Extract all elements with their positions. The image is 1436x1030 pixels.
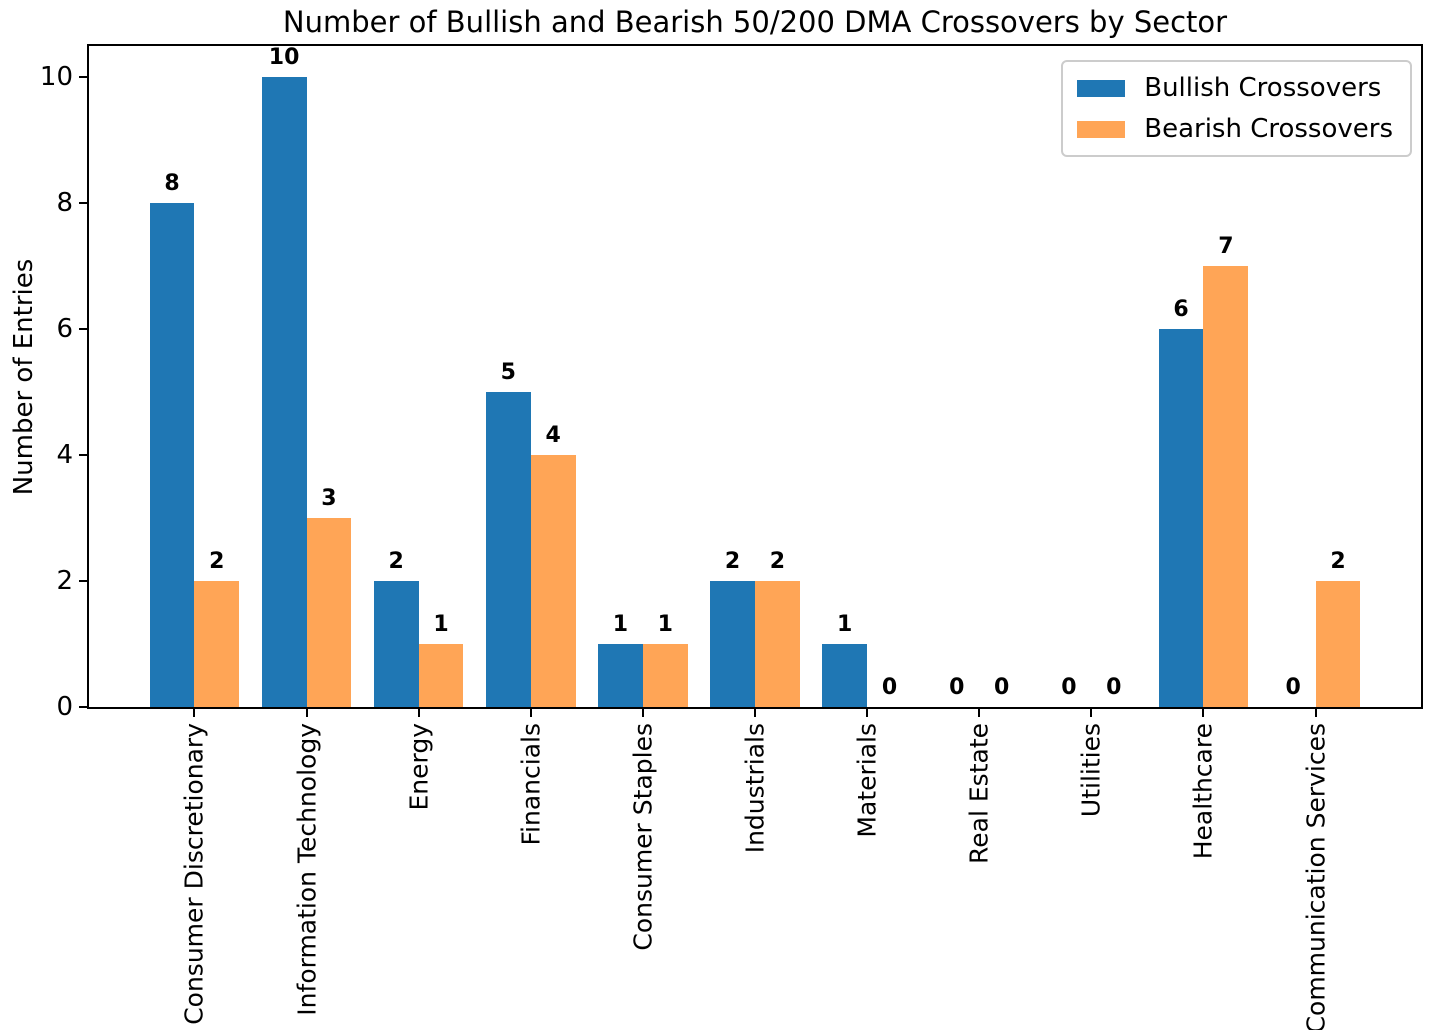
bearish-bar-4 — [642, 644, 688, 707]
bar-value-label: 8 — [164, 171, 180, 197]
bar-value-label: 0 — [1106, 675, 1122, 700]
y-tick-mark — [79, 328, 87, 331]
bullish-bar-6 — [822, 644, 868, 707]
y-tick-mark — [79, 580, 87, 583]
bearish-bar-10 — [1315, 581, 1361, 707]
x-tick-label-5: Industrials — [740, 723, 770, 854]
x-tick-mark — [1202, 709, 1205, 717]
bar-value-label: 0 — [1061, 675, 1077, 700]
bearish-bar-0 — [194, 581, 240, 707]
bar-value-label: 1 — [837, 612, 853, 638]
x-tick-mark — [1090, 709, 1093, 717]
y-tick-label: 6 — [56, 314, 73, 345]
x-tick-label-2: Energy — [403, 723, 433, 811]
bearish-bar-5 — [755, 581, 800, 707]
y-tick-mark — [79, 202, 87, 205]
x-tick-mark — [305, 709, 308, 717]
bearish-bar-1 — [306, 518, 352, 707]
y-tick-label: 0 — [56, 692, 73, 722]
x-tick-mark — [193, 709, 196, 717]
x-tick-label-3: Financials — [516, 723, 545, 846]
bearish-bar-2 — [418, 644, 464, 707]
bar-value-label: 0 — [994, 675, 1010, 700]
bullish-bar-4 — [598, 644, 643, 707]
legend: Bullish Crossovers Bearish Crossovers — [1061, 60, 1412, 157]
bar-value-label: 4 — [545, 423, 561, 449]
x-tick-mark — [529, 709, 532, 717]
x-tick-mark — [641, 709, 644, 717]
x-tick-mark — [417, 709, 420, 717]
bar-value-label: 1 — [433, 612, 449, 638]
bar-value-label: 0 — [881, 675, 898, 700]
bar-value-label: 6 — [1173, 297, 1189, 323]
chart-title: Number of Bullish and Bearish 50/200 DMA… — [282, 5, 1228, 39]
bullish-bar-2 — [373, 581, 419, 707]
x-tick-label-0: Consumer Discretionary — [179, 723, 209, 1025]
bar-value-label: 2 — [388, 549, 404, 575]
legend-swatch-icon — [1077, 79, 1126, 97]
x-tick-label-10: Communication Services — [1300, 723, 1330, 1030]
legend-label: Bearish Crossovers — [1144, 114, 1393, 144]
x-tick-mark — [866, 709, 869, 717]
y-tick-mark — [79, 706, 87, 708]
legend-row: Bearish Crossovers — [1077, 116, 1393, 142]
y-tick-label: 8 — [56, 188, 73, 219]
bar-value-label: 3 — [321, 486, 337, 512]
plot-area: 0 2 4 6 8 10 8 2 10 3 2 1 5 4 1 1 2 2 1 0 0 0 0 0 6 7 0 2 Consumer… — [40, 44, 1423, 1030]
bar-value-label: 10 — [268, 45, 300, 71]
bar-value-label: 5 — [500, 360, 516, 386]
bar-value-label: 0 — [949, 675, 965, 700]
legend-swatch-icon — [1077, 120, 1126, 138]
bar-value-label: 2 — [769, 549, 786, 575]
bar-value-label: 2 — [1330, 549, 1346, 575]
y-tick-mark — [79, 454, 87, 457]
x-tick-mark — [1314, 709, 1317, 717]
bar-value-label: 0 — [1285, 675, 1301, 700]
x-tick-label-7: Real Estate — [964, 723, 994, 864]
y-tick-mark — [79, 76, 87, 79]
x-tick-label-9: Healthcare — [1188, 723, 1218, 860]
y-tick-label: 4 — [56, 440, 73, 471]
bar-value-label: 1 — [657, 612, 673, 638]
bullish-bar-3 — [485, 392, 531, 707]
x-tick-label-8: Utilities — [1076, 723, 1106, 818]
x-tick-label-1: Information Technology — [291, 723, 321, 1016]
y-tick-label: 10 — [39, 62, 73, 93]
bearish-bar-9 — [1203, 266, 1249, 707]
y-axis-label: Number of Entries — [9, 258, 39, 496]
x-tick-mark — [978, 709, 981, 717]
bullish-bar-5 — [710, 581, 755, 707]
bearish-bar-3 — [530, 455, 576, 707]
bar-value-label: 1 — [612, 612, 629, 638]
bullish-bar-9 — [1158, 329, 1204, 707]
legend-label: Bullish Crossovers — [1144, 73, 1382, 103]
bar-value-label: 2 — [724, 549, 741, 575]
bullish-bar-1 — [261, 77, 307, 707]
x-tick-label-4: Consumer Staples — [628, 723, 658, 951]
legend-row: Bullish Crossovers — [1077, 75, 1393, 101]
bullish-bar-0 — [149, 203, 195, 707]
x-tick-mark — [754, 709, 756, 717]
bar-value-label: 2 — [209, 549, 225, 575]
bar-value-label: 7 — [1218, 234, 1234, 260]
x-tick-label-6: Materials — [852, 723, 882, 838]
y-tick-label: 2 — [56, 566, 73, 597]
